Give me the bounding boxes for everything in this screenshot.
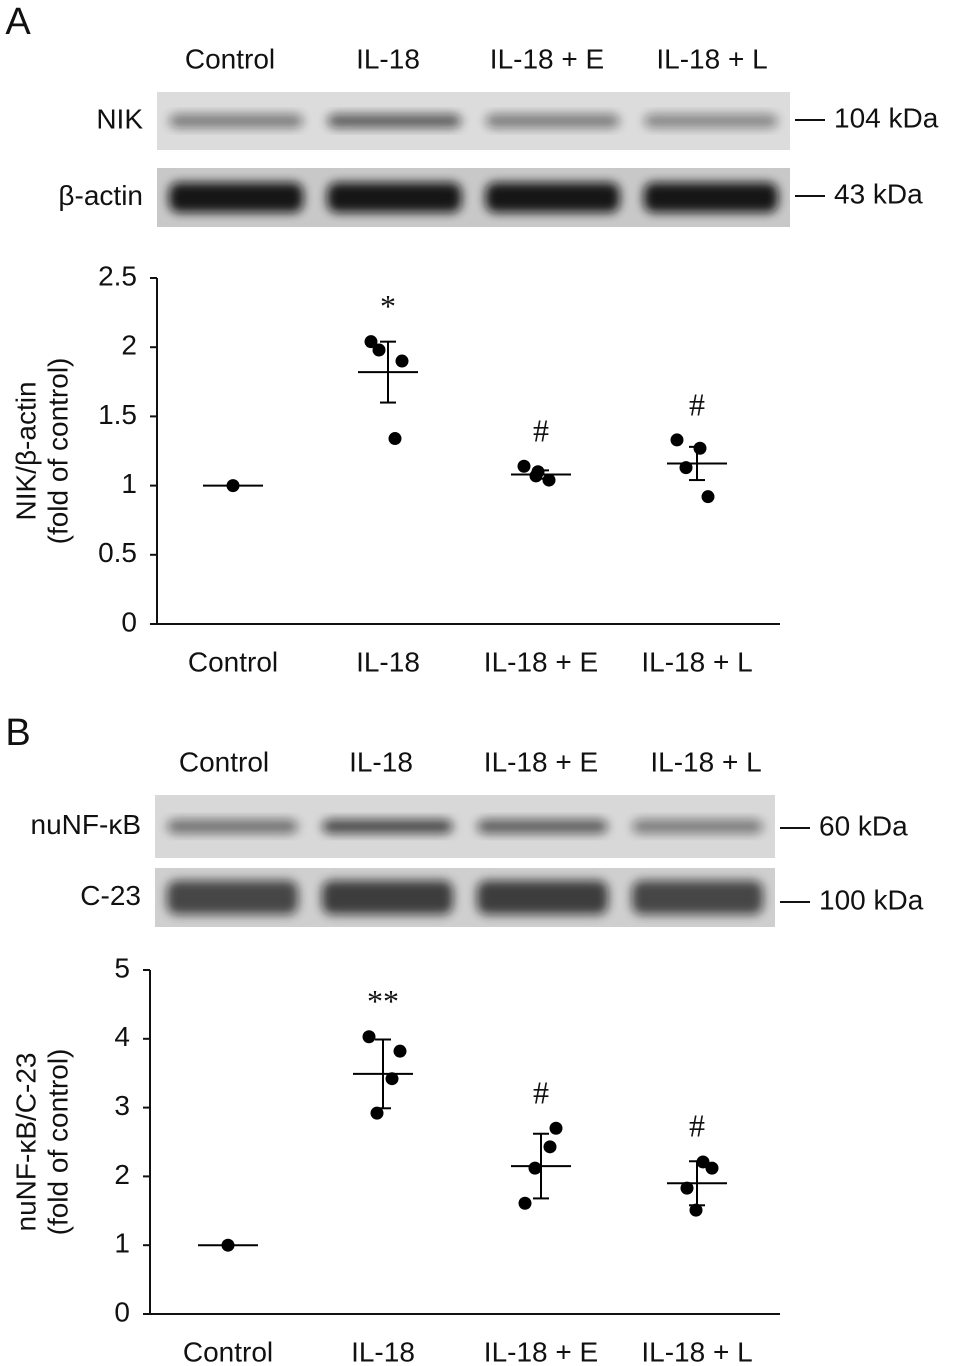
x-tick-label: Control [183, 1336, 273, 1366]
y-tick-label: 2 [114, 1159, 130, 1190]
y-tick-label: 5 [114, 952, 130, 983]
annotation: # [689, 1108, 705, 1144]
kda-label: 100 kDa [819, 884, 924, 915]
blot-row-label: nuNF-κB [31, 809, 141, 840]
blot-band [327, 182, 462, 213]
blot-band [632, 819, 763, 834]
lane-label: IL-18 + L [650, 746, 761, 777]
data-point [549, 1121, 563, 1135]
y-tick-label: 1 [114, 1228, 130, 1259]
data-point [689, 1203, 703, 1217]
blot-band [643, 114, 778, 128]
annotation: # [533, 1075, 549, 1111]
y-tick-label: 2.5 [98, 260, 137, 291]
blot-band [322, 819, 453, 834]
blot-band [167, 880, 298, 915]
y-tick-label: 4 [114, 1021, 130, 1052]
data-point [701, 490, 715, 504]
data-point [705, 1161, 719, 1175]
kda-label: 104 kDa [834, 102, 939, 133]
x-tick-label: IL-18 + L [641, 1336, 752, 1366]
annotation: * [380, 288, 396, 324]
data-point [388, 432, 402, 446]
data-point [542, 473, 556, 487]
y-axis-label: nuNF-κB/C-23 [10, 1053, 41, 1232]
data-point [680, 1181, 694, 1195]
lane-label: IL-18 + E [484, 746, 598, 777]
data-point [393, 1044, 407, 1058]
blot-band [477, 880, 608, 915]
blot-band [643, 182, 778, 213]
data-point [531, 465, 545, 479]
y-tick-label: 0.5 [98, 537, 137, 568]
data-point [517, 459, 531, 473]
annotation: # [533, 413, 549, 449]
x-tick-label: IL-18 + L [641, 646, 752, 677]
blot-row-label: C-23 [80, 880, 141, 911]
data-point [693, 441, 707, 455]
panel-label: B [5, 712, 30, 754]
y-axis-label: (fold of control) [42, 358, 73, 545]
lane-label: IL-18 + L [656, 43, 767, 74]
y-axis-label: (fold of control) [42, 1049, 73, 1236]
lane-label: IL-18 [356, 43, 420, 74]
data-point [370, 1106, 384, 1120]
lane-label: Control [185, 43, 275, 74]
blot-row-label: NIK [96, 103, 143, 134]
blot-band [169, 114, 304, 128]
blot-band [327, 114, 462, 128]
y-tick-label: 3 [114, 1090, 130, 1121]
data-point [518, 1196, 532, 1210]
blot-band [169, 182, 304, 213]
x-tick-label: IL-18 [356, 646, 420, 677]
x-tick-label: IL-18 + E [484, 1336, 598, 1366]
annotation: ** [367, 983, 399, 1019]
y-axis-label: NIK/β-actin [10, 381, 41, 520]
lane-label: IL-18 [349, 746, 413, 777]
x-tick-label: IL-18 [351, 1336, 415, 1366]
data-point [364, 335, 378, 349]
y-tick-label: 1 [121, 468, 137, 499]
blot-row-label: β-actin [58, 180, 143, 211]
y-tick-label: 0 [121, 606, 137, 637]
data-point [670, 433, 684, 447]
annotation: # [689, 386, 705, 422]
data-point [395, 354, 409, 368]
x-tick-label: Control [188, 646, 278, 677]
y-tick-label: 0 [114, 1296, 130, 1327]
blot-band [632, 880, 763, 915]
panel-label: A [5, 1, 31, 43]
blot-band [167, 819, 298, 834]
lane-label: IL-18 + E [490, 43, 604, 74]
blot-band [322, 880, 453, 915]
y-tick-label: 1.5 [98, 399, 137, 430]
y-tick-label: 2 [121, 330, 137, 361]
data-point [385, 1072, 399, 1086]
data-point [362, 1030, 376, 1044]
data-point [372, 343, 386, 357]
kda-label: 43 kDa [834, 178, 923, 209]
x-tick-label: IL-18 + E [484, 646, 598, 677]
blot-band [485, 114, 620, 128]
blot-band [477, 819, 608, 834]
blot-band [485, 182, 620, 213]
data-point [543, 1140, 557, 1154]
lane-label: Control [179, 746, 269, 777]
data-point [528, 1161, 542, 1175]
kda-label: 60 kDa [819, 810, 908, 841]
